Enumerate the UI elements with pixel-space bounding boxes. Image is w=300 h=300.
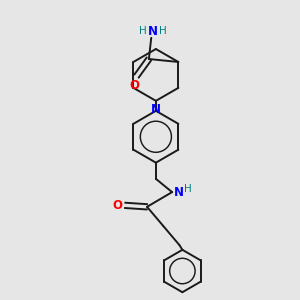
- Text: N: N: [148, 25, 158, 38]
- Text: N: N: [151, 103, 161, 116]
- Text: H: H: [139, 26, 147, 36]
- Text: H: H: [184, 184, 192, 194]
- Text: N: N: [174, 186, 184, 199]
- Text: H: H: [159, 26, 166, 36]
- Text: O: O: [129, 79, 139, 92]
- Text: O: O: [112, 199, 123, 212]
